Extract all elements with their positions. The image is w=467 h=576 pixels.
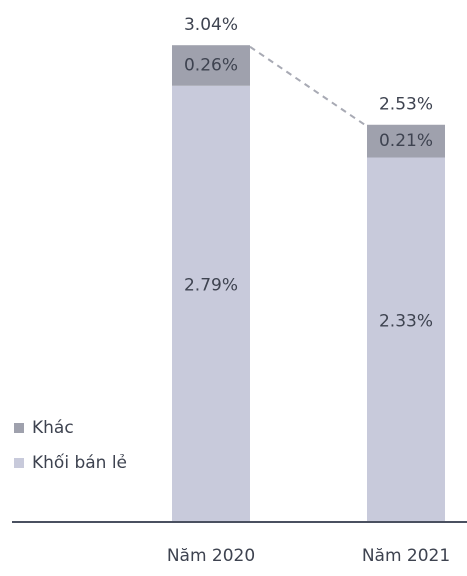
value-label: 0.21% <box>379 131 433 151</box>
x-tick-label: Năm 2020 <box>167 546 255 566</box>
x-tick-label: Năm 2021 <box>362 546 450 566</box>
bar-segment <box>172 85 250 521</box>
value-label: 2.33% <box>379 311 433 331</box>
bar-segment <box>172 45 250 86</box>
bar-segment <box>367 124 445 158</box>
value-label: 0.26% <box>184 55 238 75</box>
legend-label: Khác <box>32 418 74 438</box>
legend-label: Khối bán lẻ <box>32 452 127 473</box>
connector <box>249 45 368 128</box>
total-label: 3.04% <box>184 15 238 35</box>
total-label: 2.53% <box>379 94 433 114</box>
legend-swatch <box>14 458 24 468</box>
legend-swatch <box>14 423 24 433</box>
bar-segment <box>367 157 445 521</box>
value-label: 2.79% <box>184 275 238 295</box>
